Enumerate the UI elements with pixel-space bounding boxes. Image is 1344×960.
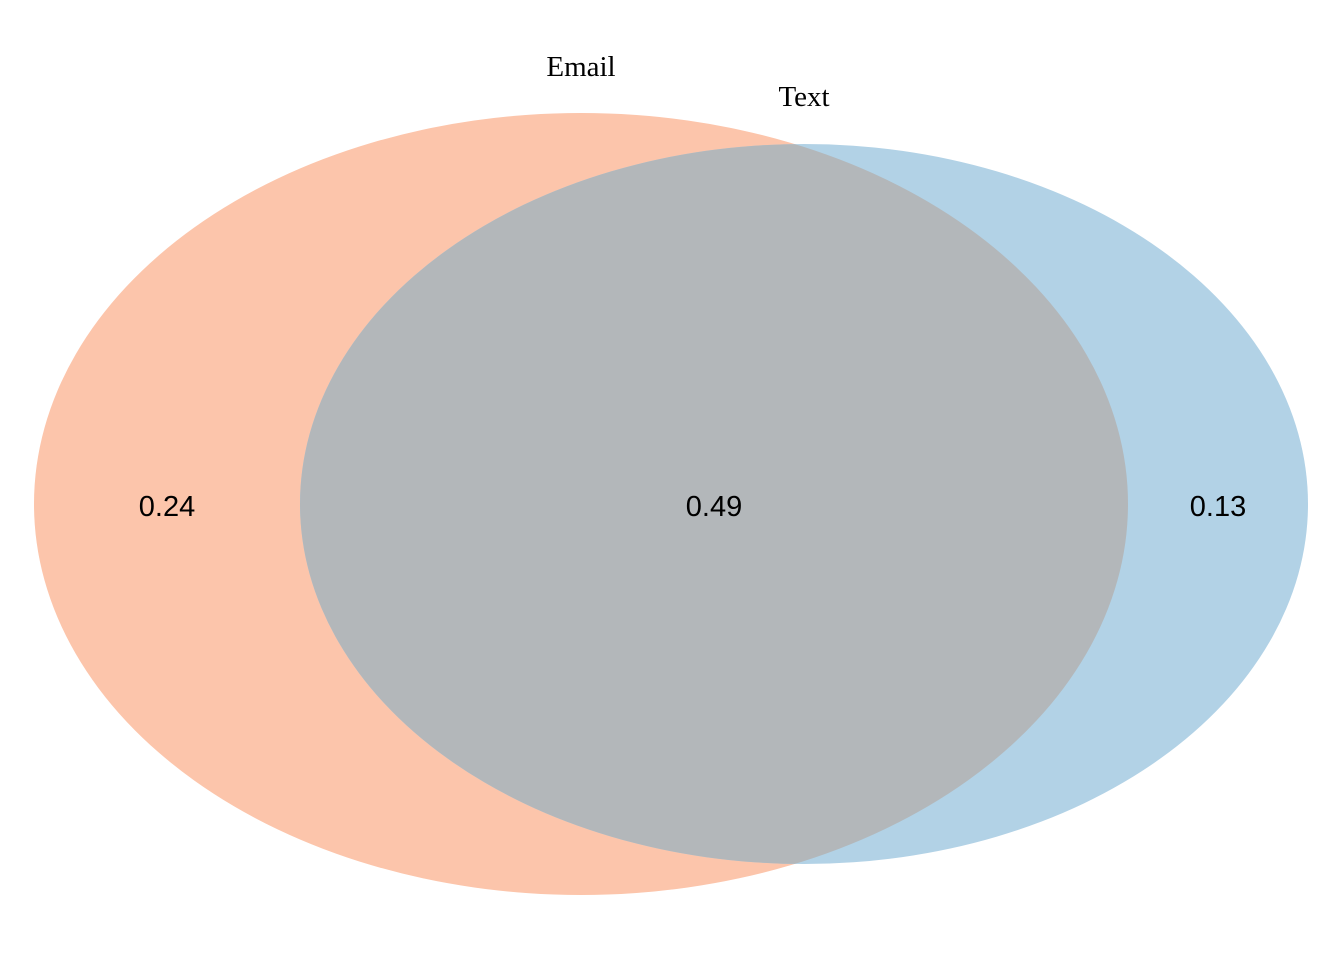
email-set-label: Email — [546, 51, 615, 83]
email-only-value: 0.24 — [139, 491, 195, 523]
email-text-overlap-region — [300, 144, 1128, 864]
overlap-value: 0.49 — [686, 491, 742, 523]
text-only-value: 0.13 — [1190, 491, 1246, 523]
text-set-label: Text — [778, 81, 829, 113]
